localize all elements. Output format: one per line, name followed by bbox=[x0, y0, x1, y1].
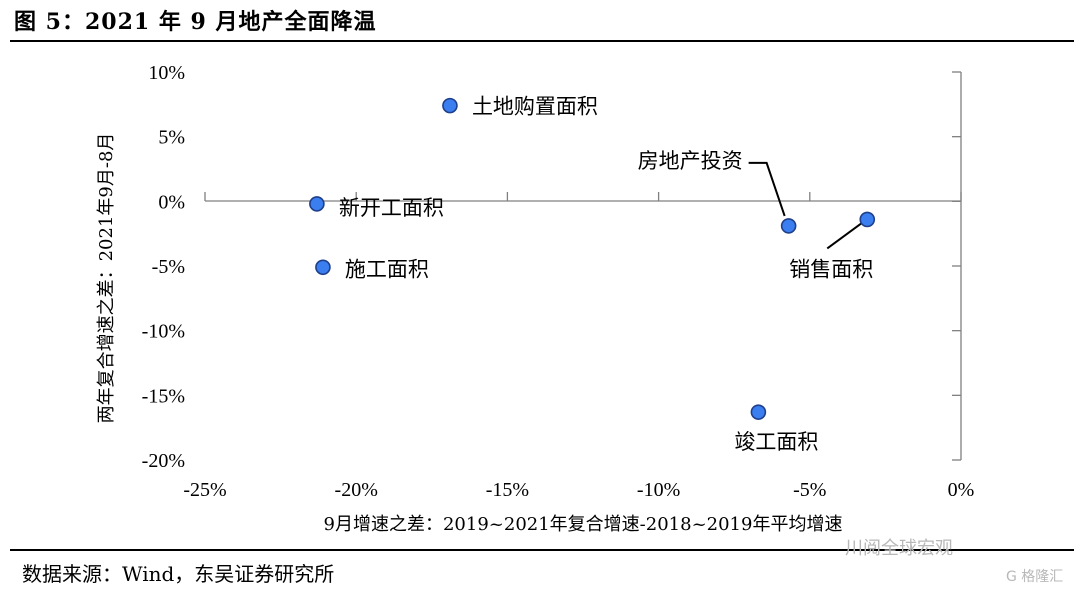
point-label: 竣工面积 bbox=[734, 430, 818, 454]
source-note: 数据来源：Wind，东吴证券研究所 bbox=[22, 562, 335, 586]
bottom-rule bbox=[10, 549, 1074, 551]
x-axis-label: 9月增速之差：2019~2021年复合增速-2018~2019年平均增速 bbox=[324, 514, 843, 535]
data-point bbox=[859, 211, 876, 228]
data-point bbox=[780, 218, 797, 234]
data-point bbox=[309, 196, 325, 212]
leader-lines-group bbox=[748, 161, 862, 250]
x-tick-label: -15% bbox=[486, 479, 529, 501]
top-rule bbox=[10, 40, 1074, 42]
x-tick-label: -20% bbox=[335, 479, 378, 501]
x-tick-label: -25% bbox=[183, 479, 226, 501]
point-label: 新开工面积 bbox=[339, 196, 444, 220]
leader-line bbox=[826, 222, 862, 250]
y-tick-label: -20% bbox=[142, 450, 185, 472]
data-point bbox=[442, 97, 458, 114]
y-tick-label: -5% bbox=[152, 256, 185, 278]
figure-title: 图 5：2021 年 9 月地产全面降温 bbox=[14, 9, 377, 35]
points-group bbox=[309, 97, 876, 420]
y-tick-label: -10% bbox=[142, 321, 185, 343]
x-tick-label: 0% bbox=[948, 479, 975, 501]
tick-labels-group: 10% 5% 0% -5% -10% -15% -20% -25% -20% -15% -10% -5… bbox=[142, 62, 975, 501]
watermark-logo-text: G 格隆汇 bbox=[1006, 569, 1064, 585]
point-label: 土地购置面积 bbox=[472, 95, 598, 119]
y-tick-label: 0% bbox=[158, 191, 185, 213]
data-point bbox=[750, 404, 767, 420]
y-tick-label: 10% bbox=[148, 62, 185, 84]
x-tick-label: -5% bbox=[793, 479, 826, 501]
y-tick-label: 5% bbox=[158, 127, 185, 149]
y-axis-label: 两年复合增速之差：2021年9月-8月 bbox=[96, 133, 117, 424]
y-tick-label: -15% bbox=[142, 385, 185, 407]
point-label: 施工面积 bbox=[345, 257, 429, 281]
leader-line bbox=[748, 161, 786, 217]
axes-group bbox=[204, 71, 962, 461]
point-label: 销售面积 bbox=[789, 257, 873, 281]
watermark-text: 川阅全球宏观 bbox=[845, 538, 953, 559]
x-tick-label: -10% bbox=[637, 479, 680, 501]
data-point bbox=[315, 259, 331, 276]
point-label: 房地产投资 bbox=[638, 149, 743, 173]
